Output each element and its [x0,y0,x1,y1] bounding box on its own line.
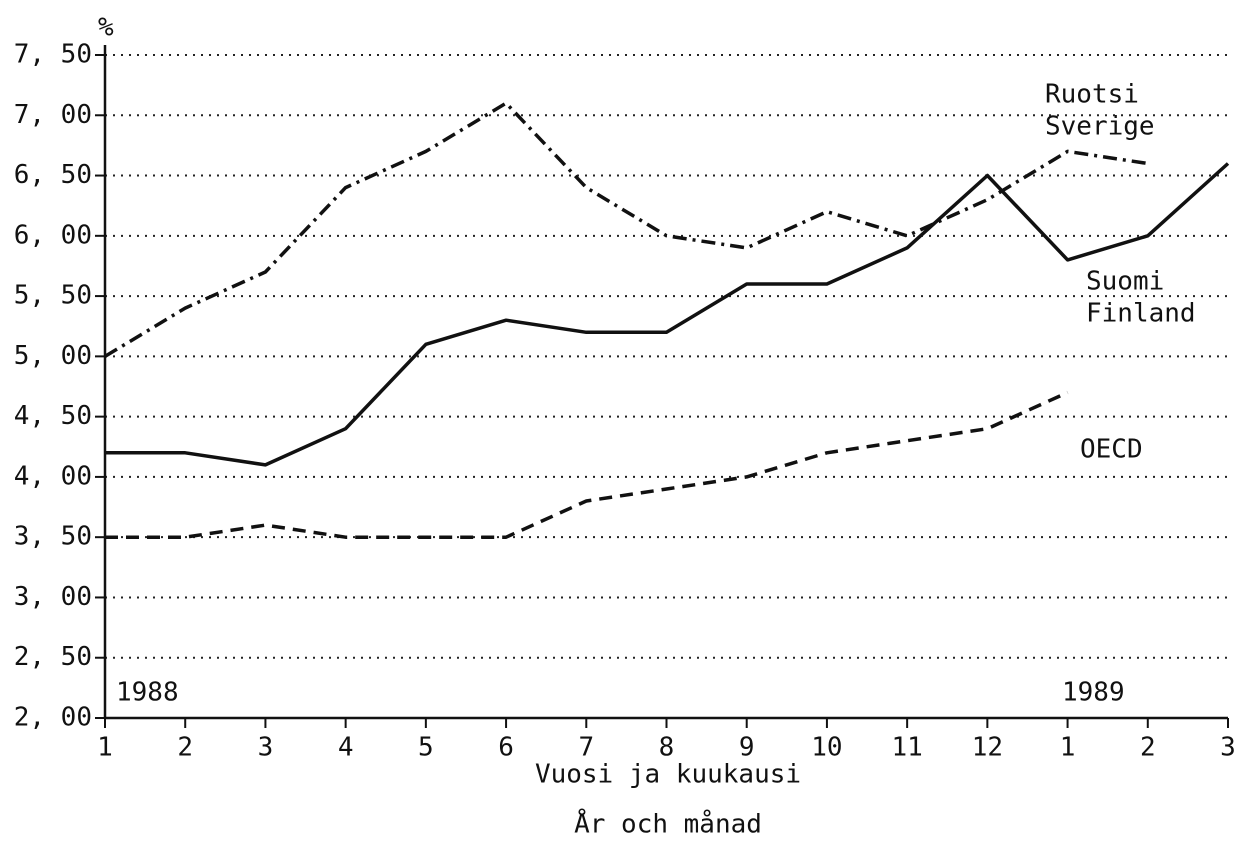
x-tick-label: 5 [418,733,434,763]
x-axis-label: År och månad [574,808,762,840]
series-label: Suomi [1086,267,1164,297]
y-tick-label: 3, 50 [14,522,92,552]
y-tick-label: 5, 50 [14,281,92,311]
x-tick-label: 3 [258,733,274,763]
series-line [104,101,1149,358]
series-label: OECD [1080,435,1143,465]
x-tick-label: 8 [659,733,675,763]
series-label: Finland [1086,299,1196,329]
y-tick-label: 4, 50 [14,401,92,431]
x-tick-label: 2 [177,733,193,763]
y-tick-label: 7, 50 [14,40,92,70]
x-tick-label: 3 [1220,733,1236,763]
x-tick-label: 1 [1060,733,1076,763]
series-line [105,390,1069,539]
series-label: Ruotsi [1045,80,1139,110]
y-tick-label: 7, 00 [14,100,92,130]
x-tick-label: 6 [498,733,514,763]
y-tick-label: 4, 00 [14,461,92,491]
x-tick-label: 10 [811,733,842,763]
x-tick-label: 11 [891,733,922,763]
x-tick-label: 9 [739,733,755,763]
x-tick-label: 7 [578,733,594,763]
year-label: 1988 [116,678,179,708]
x-axis-label: Vuosi ja kuukausi [535,760,801,790]
series-line [105,162,1230,467]
y-tick-label: 2, 00 [14,703,92,733]
y-tick-label: 6, 00 [14,220,92,250]
y-tick-label: 2, 50 [14,642,92,672]
y-unit: % [98,13,114,43]
y-tick-label: 3, 00 [14,582,92,612]
x-tick-label: 12 [972,733,1003,763]
y-tick-label: 6, 50 [14,160,92,190]
x-tick-label: 2 [1140,733,1156,763]
x-tick-label: 1 [97,733,113,763]
y-tick-label: 5, 00 [14,341,92,371]
x-tick-label: 4 [338,733,354,763]
year-label: 1989 [1062,678,1125,708]
series-label: Sverige [1045,112,1155,142]
